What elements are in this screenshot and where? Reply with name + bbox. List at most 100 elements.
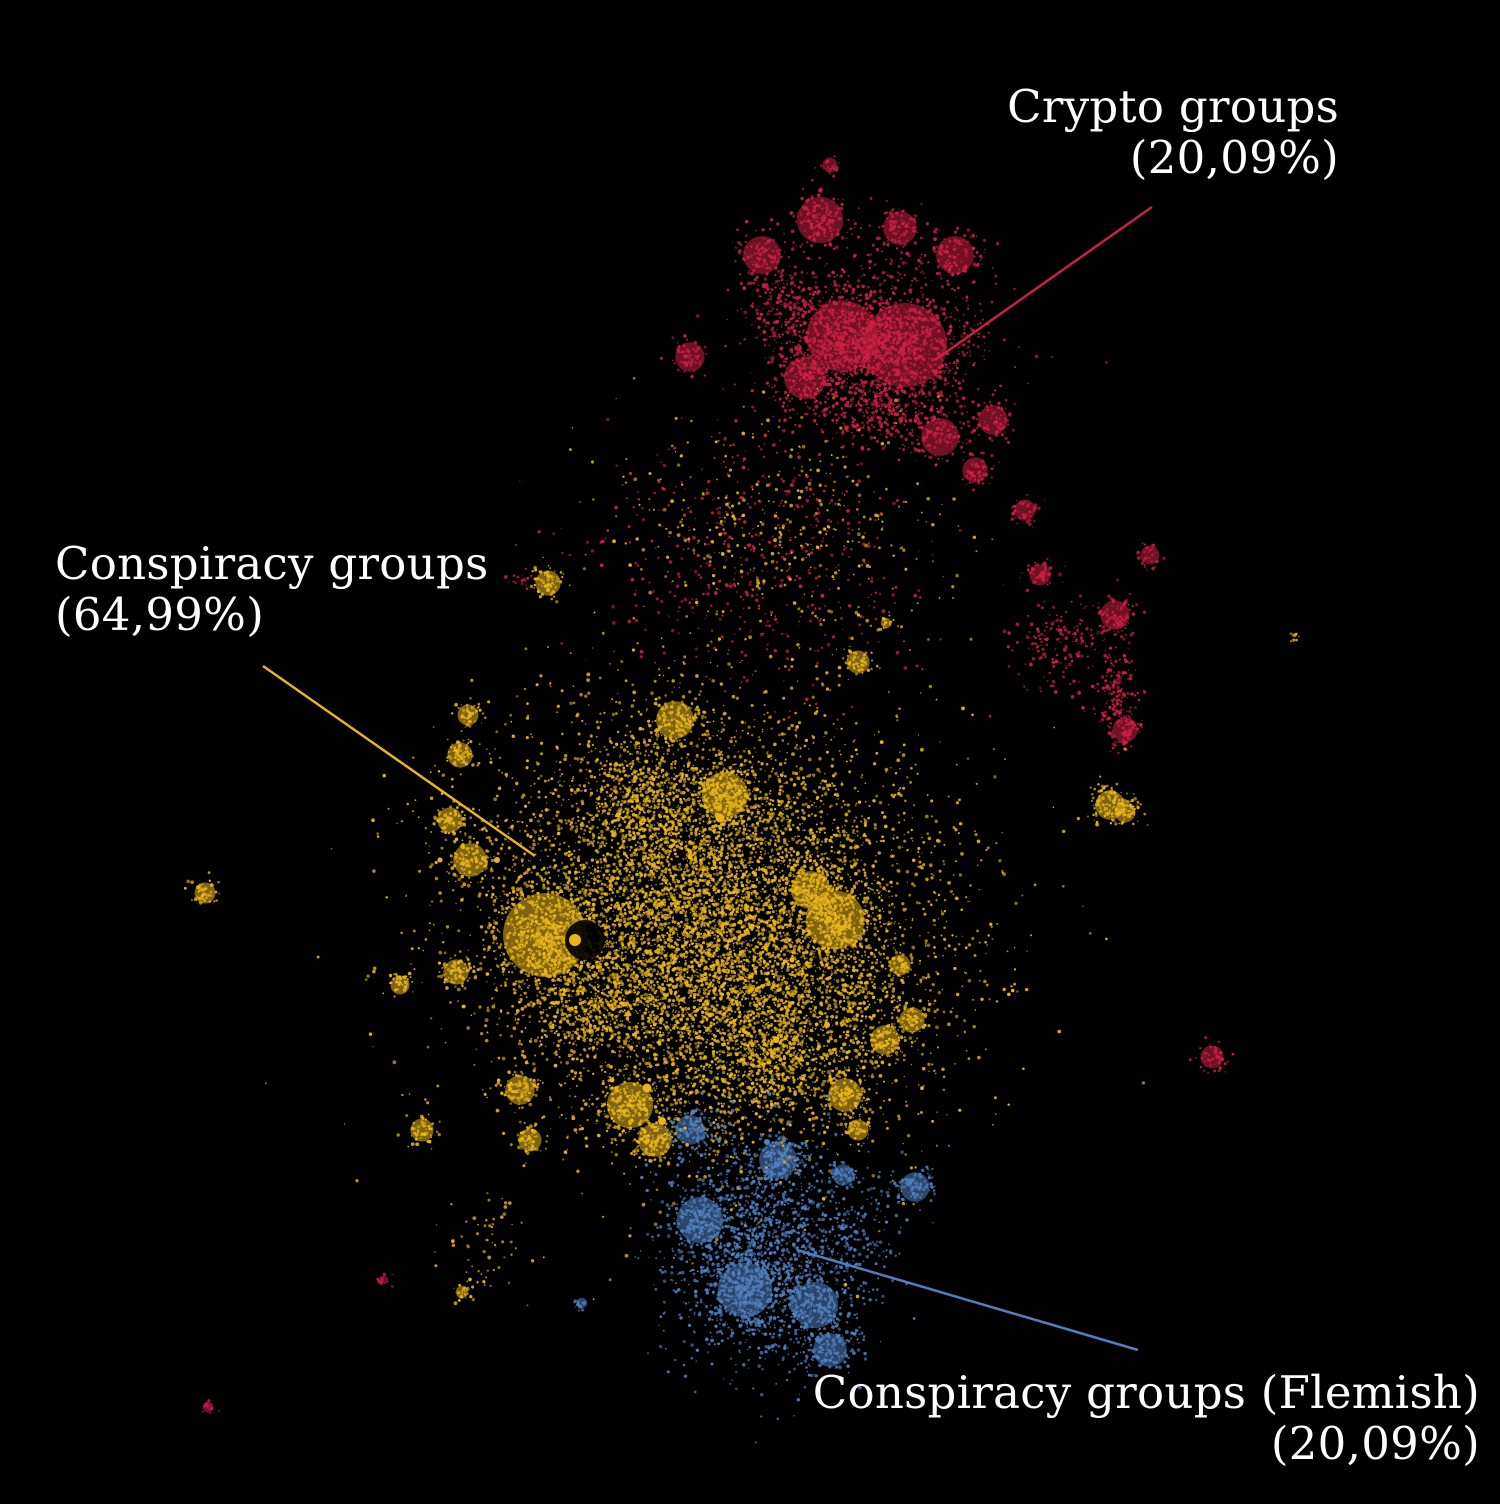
- crypto-node: [770, 260, 773, 262]
- crypto-node: [783, 302, 786, 305]
- crypto-node: [809, 396, 813, 400]
- crypto-node: [1048, 671, 1051, 675]
- crypto-node: [955, 226, 960, 231]
- crypto-node: [811, 617, 813, 619]
- crypto-node: [840, 268, 845, 272]
- crypto-node: [956, 286, 960, 290]
- crypto-node: [847, 312, 849, 314]
- crypto-node: [1122, 654, 1127, 658]
- crypto-node: [1028, 522, 1032, 526]
- crypto-node: [676, 618, 679, 621]
- crypto-node: [739, 342, 742, 345]
- crypto-node: [839, 508, 841, 510]
- crypto-node: [840, 338, 844, 342]
- crypto-node: [829, 340, 832, 343]
- crypto-node: [725, 559, 728, 561]
- crypto-node: [1092, 605, 1094, 607]
- crypto-node: [892, 501, 896, 506]
- crypto-node: [391, 1273, 393, 1276]
- crypto-node: [1138, 722, 1143, 727]
- crypto-node: [1102, 614, 1105, 616]
- crypto-node: [900, 218, 903, 222]
- crypto-node: [847, 341, 850, 344]
- crypto-node: [757, 445, 761, 448]
- crypto-node: [870, 337, 874, 341]
- crypto-node: [830, 283, 832, 285]
- crypto-node: [779, 346, 784, 351]
- crypto-node: [912, 229, 916, 233]
- crypto-node: [949, 264, 954, 269]
- conspiracy-node: [843, 465, 847, 469]
- crypto-node: [770, 360, 774, 364]
- crypto-node: [940, 428, 944, 432]
- conspiracy-node: [662, 507, 667, 512]
- crypto-node: [914, 393, 918, 398]
- crypto-node: [680, 481, 683, 483]
- crypto-node: [778, 363, 783, 368]
- crypto-node: [889, 357, 891, 359]
- crypto-node: [828, 221, 832, 224]
- crypto-node: [805, 393, 810, 398]
- crypto-node: [1036, 649, 1040, 653]
- conspiracy-node: [851, 540, 854, 543]
- crypto-node: [785, 318, 788, 321]
- crypto-node: [870, 423, 874, 427]
- crypto-node: [1219, 1050, 1223, 1055]
- crypto-node: [919, 371, 923, 375]
- crypto-node: [656, 454, 658, 456]
- crypto-node: [782, 360, 785, 363]
- crypto-node: [722, 542, 726, 546]
- crypto-node: [954, 379, 958, 383]
- crypto-node: [921, 293, 925, 296]
- crypto-node: [639, 649, 644, 654]
- crypto-node: [938, 246, 943, 250]
- crypto-node: [811, 590, 814, 593]
- conspiracy-node: [841, 518, 844, 521]
- crypto-node: [932, 246, 936, 251]
- crypto-node: [1015, 640, 1019, 644]
- crypto-node: [866, 407, 869, 409]
- crypto-node: [971, 488, 975, 492]
- crypto-node: [376, 1277, 380, 1281]
- crypto-node: [782, 364, 786, 368]
- crypto-node: [835, 168, 839, 172]
- crypto-node: [795, 503, 799, 508]
- crypto-node: [1208, 1043, 1211, 1046]
- crypto-node: [896, 279, 900, 282]
- crypto-node: [936, 410, 940, 414]
- crypto-node: [773, 331, 777, 335]
- crypto-node: [917, 372, 920, 374]
- crypto-node: [964, 264, 968, 268]
- crypto-node: [980, 478, 984, 481]
- crypto-node: [796, 452, 799, 455]
- crypto-node: [1143, 543, 1147, 546]
- crypto-node: [940, 358, 943, 361]
- crypto-node: [699, 345, 702, 348]
- crypto-node: [847, 400, 850, 403]
- crypto-node: [774, 282, 776, 285]
- crypto-node: [951, 453, 955, 456]
- crypto-node: [1026, 493, 1029, 496]
- crypto-node: [906, 428, 909, 431]
- crypto-node: [764, 331, 766, 333]
- crypto-node: [761, 569, 764, 572]
- conspiracy-cluster-haze: [846, 650, 870, 674]
- crypto-node: [916, 356, 918, 359]
- crypto-node: [825, 567, 828, 571]
- crypto-node: [1224, 1071, 1226, 1073]
- crypto-node: [801, 331, 804, 334]
- crypto-node: [798, 317, 801, 320]
- crypto-node: [890, 287, 893, 290]
- crypto-node: [759, 264, 761, 267]
- crypto-node: [824, 360, 828, 364]
- crypto-node: [918, 392, 921, 394]
- crypto-node: [1125, 731, 1127, 733]
- crypto-node: [857, 235, 860, 239]
- crypto-node: [818, 331, 821, 334]
- crypto-node: [924, 384, 927, 387]
- crypto-node: [893, 412, 898, 417]
- crypto-node: [839, 320, 842, 323]
- crypto-node: [773, 576, 777, 579]
- crypto-node: [1011, 649, 1014, 652]
- crypto-node: [990, 416, 993, 419]
